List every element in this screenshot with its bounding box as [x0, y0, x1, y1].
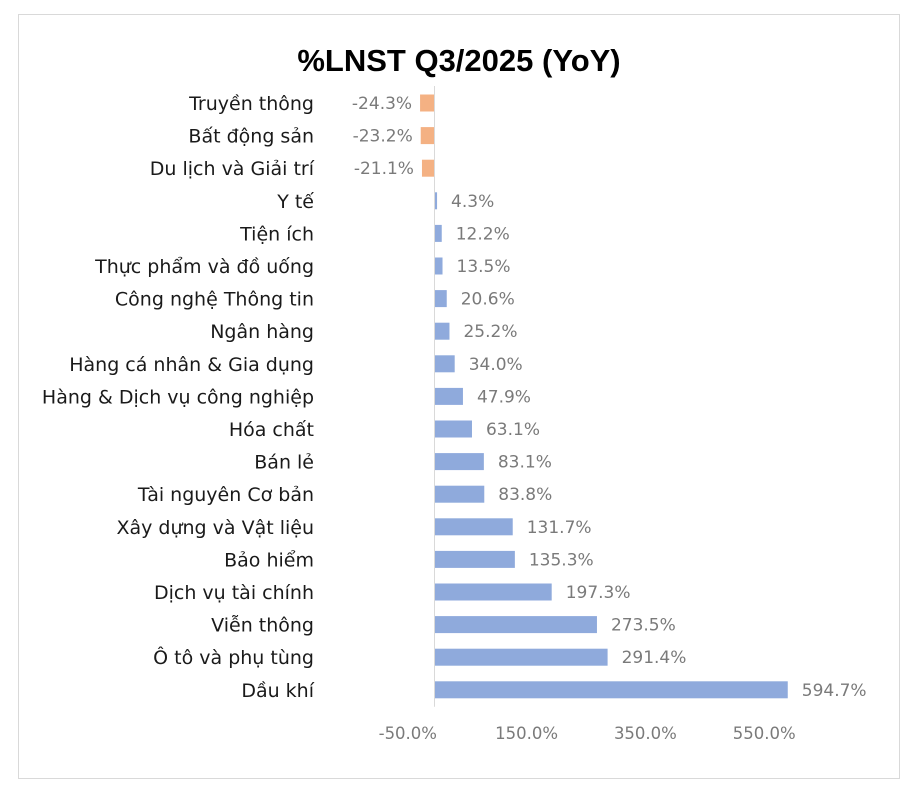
value-label: -21.1% — [354, 159, 414, 179]
value-labels: -24.3% -23.2% -21.1% 4.3% 12.2% 13.5% 20.6% 25.… — [352, 94, 867, 701]
category-label: Ngân hàng — [210, 321, 314, 343]
bar — [434, 192, 438, 210]
value-label: 63.1% — [486, 420, 540, 440]
bars — [420, 94, 788, 699]
value-label: 131.7% — [527, 518, 592, 538]
value-label: 12.2% — [456, 224, 510, 244]
category-label: Dầu khí — [241, 680, 314, 702]
bar — [421, 159, 435, 177]
value-label: 47.9% — [477, 387, 531, 407]
category-label: Du lịch và Giải trí — [150, 158, 315, 180]
x-tick-label: 550.0% — [733, 724, 796, 743]
category-label: Truyền thông — [188, 93, 314, 115]
x-tick-label: 350.0% — [614, 724, 677, 743]
value-label: -24.3% — [352, 94, 412, 114]
value-label: 25.2% — [463, 322, 517, 342]
bar — [420, 94, 435, 112]
category-label: Tài nguyên Cơ bản — [137, 484, 314, 506]
bar — [434, 453, 484, 471]
bar — [434, 322, 450, 340]
value-label: 4.3% — [451, 192, 494, 212]
bar — [434, 224, 442, 242]
value-label: 83.8% — [498, 485, 552, 505]
category-label: Thực phẩm và đồ uống — [94, 256, 314, 278]
value-label: 20.6% — [461, 290, 515, 310]
category-label: Công nghệ Thông tin — [115, 289, 314, 311]
value-label: 291.4% — [622, 648, 687, 668]
bar — [434, 518, 513, 536]
bar — [434, 420, 472, 438]
category-label: Bất động sản — [188, 126, 314, 148]
value-label: 34.0% — [469, 355, 523, 375]
x-tick-label: -50.0% — [379, 724, 437, 743]
bar — [434, 583, 552, 601]
category-label: Hàng cá nhân & Gia dụng — [69, 354, 314, 376]
bar — [420, 127, 435, 145]
bar — [434, 290, 447, 308]
category-label: Bảo hiểm — [224, 549, 314, 571]
bar — [434, 257, 443, 275]
bar — [434, 648, 608, 666]
bar — [434, 387, 463, 405]
value-label: -23.2% — [353, 127, 413, 147]
category-label: Tiện ích — [239, 223, 314, 245]
value-label: 197.3% — [566, 583, 631, 603]
x-axis-tick-labels: -50.0% 150.0% 350.0% 550.0% — [379, 724, 796, 743]
bar — [434, 681, 788, 699]
category-label: Ô tô và phụ tùng — [153, 645, 314, 669]
category-label: Dịch vụ tài chính — [154, 582, 314, 604]
category-label: Hóa chất — [229, 419, 314, 441]
bar — [434, 550, 515, 568]
value-label: 594.7% — [802, 681, 867, 701]
x-tick-label: 150.0% — [495, 724, 558, 743]
bar — [434, 616, 597, 634]
category-label: Y tế — [276, 191, 314, 213]
category-label: Xây dựng và Vật liệu — [116, 517, 314, 539]
bar — [434, 355, 455, 373]
chart-title: %LNST Q3/2025 (YoY) — [297, 43, 620, 78]
value-label: 13.5% — [457, 257, 511, 277]
category-label: Hàng & Dịch vụ công nghiệp — [42, 386, 314, 408]
bar — [434, 485, 485, 503]
category-labels: Truyền thông Bất động sản Du lịch và Giải … — [42, 93, 315, 702]
value-label: 135.3% — [529, 550, 594, 570]
value-label: 83.1% — [498, 453, 552, 473]
value-label: 273.5% — [611, 616, 676, 636]
category-label: Viễn thông — [211, 614, 314, 637]
category-label: Bán lẻ — [254, 452, 314, 474]
